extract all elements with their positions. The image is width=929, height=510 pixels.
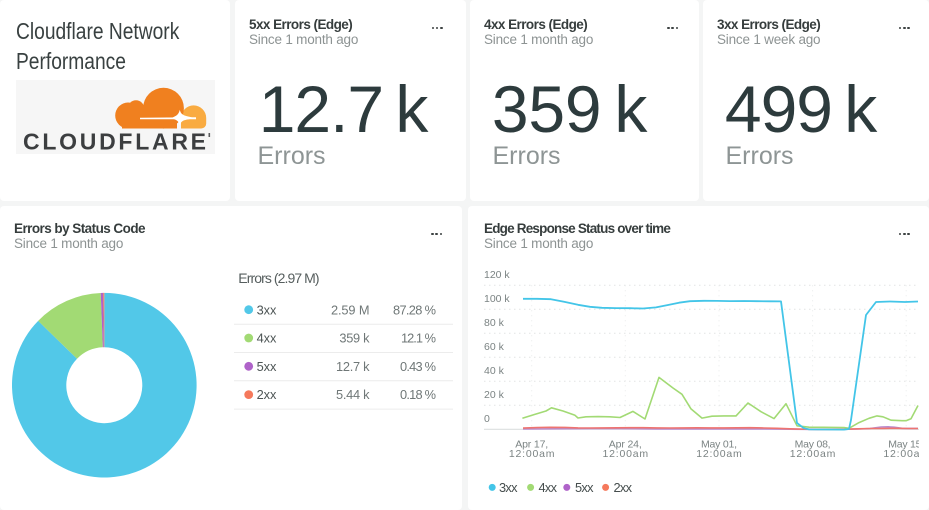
- svg-text:2xx: 2xx: [614, 480, 633, 495]
- svg-text:120 k: 120 k: [484, 269, 510, 281]
- svg-text:12:00am: 12:00am: [790, 448, 836, 460]
- svg-text:80 k: 80 k: [484, 317, 505, 329]
- svg-text:5xx: 5xx: [257, 359, 277, 374]
- svg-text:0: 0: [484, 413, 490, 425]
- svg-text:May 15,: May 15,: [888, 438, 919, 450]
- svg-text:5xx: 5xx: [575, 480, 594, 495]
- svg-text:20 k: 20 k: [484, 389, 505, 401]
- svg-text:87.28 %: 87.28 %: [393, 302, 436, 317]
- svg-text:12.1 %: 12.1 %: [401, 331, 436, 346]
- svg-text:40 k: 40 k: [484, 365, 505, 377]
- svg-text:4xx: 4xx: [257, 331, 277, 346]
- svg-text:359 k: 359 k: [339, 331, 370, 346]
- svg-text:Errors (2.97 M): Errors (2.97 M): [238, 270, 319, 286]
- svg-text:12:00am: 12:00am: [883, 448, 919, 460]
- svg-text:May 01,: May 01,: [701, 438, 737, 450]
- svg-text:12:00am: 12:00am: [509, 448, 555, 460]
- svg-text:CLOUDFLARE: CLOUDFLARE: [23, 129, 206, 155]
- svg-text:0.18 %: 0.18 %: [400, 387, 436, 402]
- svg-text:5.44 k: 5.44 k: [336, 387, 370, 402]
- svg-text:2.59 M: 2.59 M: [331, 302, 370, 317]
- svg-text:4xx: 4xx: [539, 480, 558, 495]
- svg-text:May 08,: May 08,: [795, 438, 831, 450]
- svg-text:Apr 17,: Apr 17,: [515, 438, 548, 450]
- svg-text:2xx: 2xx: [257, 387, 277, 402]
- svg-text:100 k: 100 k: [484, 293, 510, 305]
- svg-text:Apr 24,: Apr 24,: [609, 438, 642, 450]
- svg-text:12:00am: 12:00am: [603, 448, 649, 460]
- svg-text:0.43 %: 0.43 %: [400, 359, 436, 374]
- svg-text:3xx: 3xx: [257, 302, 277, 317]
- svg-text:3xx: 3xx: [499, 480, 518, 495]
- svg-text:60 k: 60 k: [484, 341, 505, 353]
- svg-text:12:00am: 12:00am: [696, 448, 742, 460]
- svg-text:12.7 k: 12.7 k: [336, 359, 370, 374]
